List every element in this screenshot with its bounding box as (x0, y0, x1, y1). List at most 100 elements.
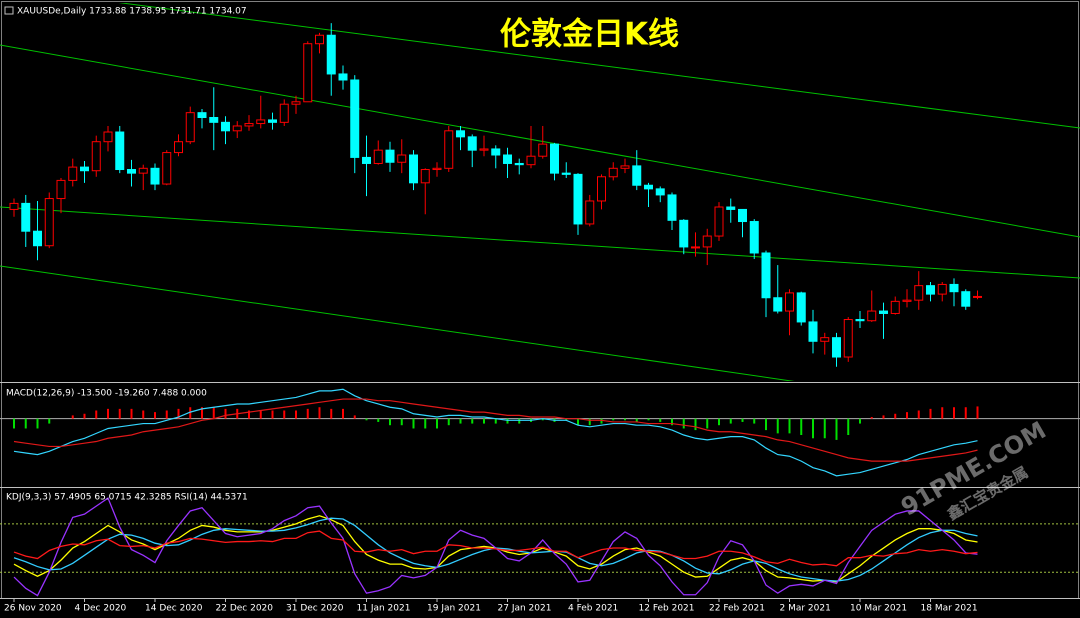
histogram-bar (917, 410, 920, 419)
channel-lines (0, 3, 1080, 381)
candle-body (420, 169, 430, 184)
candle-body (456, 130, 465, 138)
candle-body (409, 154, 418, 184)
candle-body (585, 200, 595, 225)
candle-body (491, 148, 501, 156)
candle-body (44, 198, 54, 247)
histogram-bar (483, 418, 485, 424)
x-tick-label: 22 Dec 2020 (216, 604, 274, 614)
candle-body (326, 34, 336, 75)
candle-body (796, 292, 806, 323)
candle-body (303, 43, 313, 103)
x-tick-label: 27 Jan 2021 (498, 604, 552, 614)
histogram-bar (24, 418, 27, 429)
x-tick-label: 19 Jan 2021 (427, 604, 481, 614)
candle-body (843, 319, 853, 358)
candle-body (21, 202, 31, 232)
candle-body (397, 154, 407, 163)
candle-body (197, 112, 207, 119)
histogram-bar (812, 418, 814, 439)
candle-body (702, 235, 712, 248)
candle-body (937, 283, 947, 295)
histogram-bar (95, 410, 98, 419)
candle-body (432, 167, 442, 171)
histogram-bar (635, 418, 638, 422)
candle-body (127, 169, 136, 174)
histogram-bar (248, 410, 250, 419)
candle-body (185, 112, 195, 143)
candle-body (808, 321, 818, 342)
candle-body (879, 310, 888, 314)
candle-body (538, 143, 548, 157)
histogram-bar (365, 418, 368, 421)
trend-line (0, 44, 1080, 238)
candle-body (573, 173, 583, 225)
histogram-bar (718, 418, 720, 426)
histogram-bar (165, 410, 168, 419)
x-tick-label: 11 Jan 2021 (357, 604, 411, 614)
candle-body (550, 143, 559, 174)
candle-body (68, 166, 78, 181)
candle-body (749, 221, 759, 254)
candle-body (632, 165, 642, 186)
histogram-bar (224, 408, 227, 419)
candle-body (373, 149, 383, 164)
candle-body (467, 136, 477, 151)
histogram-bar (295, 410, 297, 419)
candle-body (679, 219, 689, 248)
candle-body (949, 283, 959, 293)
candle-body (714, 206, 724, 237)
trend-line (118, 3, 1080, 129)
indicator-line (13, 398, 978, 462)
candle-body (644, 184, 653, 190)
candle-body (691, 246, 700, 249)
histogram-bar (588, 418, 591, 426)
histogram-bar (107, 408, 109, 419)
histogram-bar (859, 418, 861, 424)
x-tick-label: 4 Dec 2020 (75, 604, 127, 614)
candle-body (761, 252, 771, 299)
candle-body (244, 123, 254, 127)
histogram-bar (600, 418, 603, 424)
candle-body (820, 337, 830, 342)
macd-label: MACD(12,26,9) -13.500 -19.260 7.488 0.00… (6, 389, 207, 399)
histogram-bar (894, 413, 897, 419)
candle-body (315, 34, 324, 45)
histogram-bar (694, 418, 697, 431)
candle-body (620, 165, 630, 169)
chart-label: XAUUSDe,Daily 1733.88 1738.95 1731.71 17… (17, 7, 247, 17)
histogram-bar (612, 418, 615, 421)
candle-body (174, 141, 183, 154)
candle-body (221, 121, 230, 132)
candle-body (726, 206, 736, 210)
histogram-bar (471, 418, 474, 424)
candle-body (867, 310, 877, 322)
x-tick-label: 12 Feb 2021 (639, 604, 695, 614)
histogram-bar (447, 418, 450, 426)
histogram-bar (929, 408, 932, 419)
candle-body (162, 152, 172, 185)
candle-body (597, 176, 606, 202)
histogram-bar (624, 418, 626, 421)
histogram-bar (906, 412, 908, 419)
candle-body (256, 119, 266, 125)
histogram-bar (389, 418, 391, 426)
histogram-bar (306, 408, 309, 419)
candle-body (362, 156, 371, 164)
histogram-bar (541, 418, 544, 421)
candle-body (655, 188, 665, 196)
symbol-icon (4, 6, 14, 15)
x-tick-label: 14 Dec 2020 (145, 604, 203, 614)
candle-body (738, 208, 747, 223)
histogram-bar (400, 418, 403, 426)
candle-body (33, 230, 42, 247)
histogram-bar (847, 418, 850, 435)
candle-body (150, 167, 160, 185)
candle-body (115, 131, 125, 171)
candle-body (291, 101, 301, 105)
histogram-bar (647, 418, 650, 421)
histogram-bar (48, 418, 51, 424)
trend-line (0, 265, 795, 381)
